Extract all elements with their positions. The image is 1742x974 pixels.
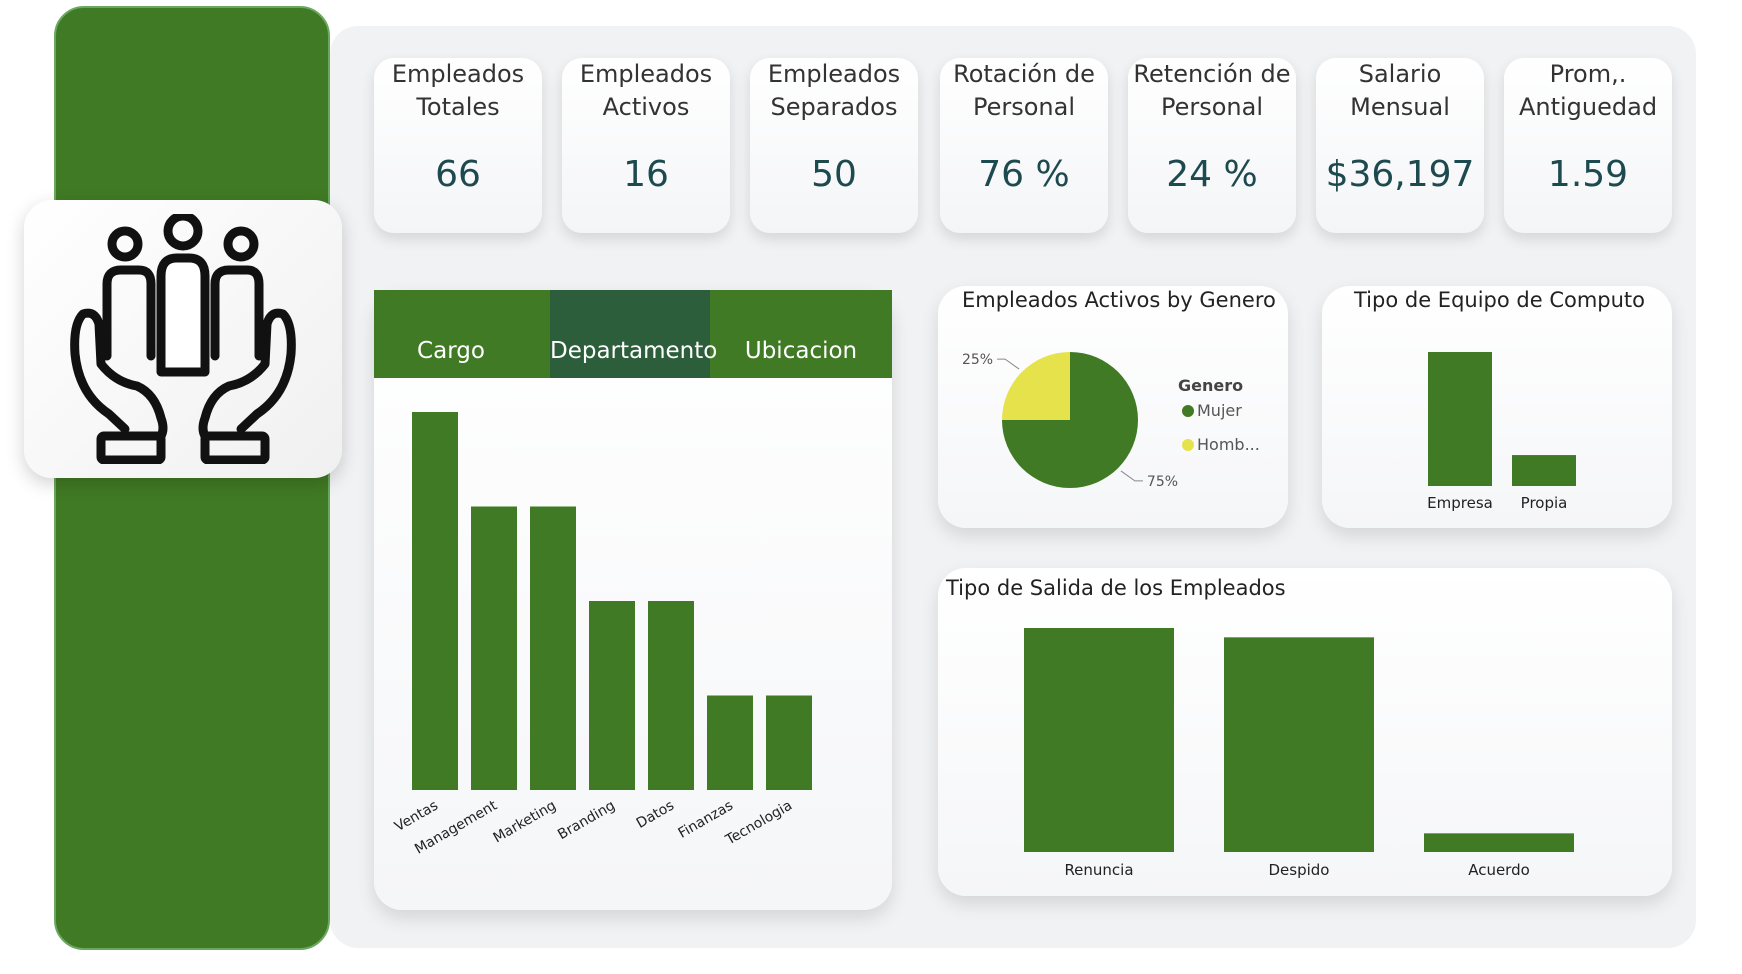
kpi-title-line: Empleados [579, 60, 713, 88]
kpi-title-line: Prom,. [1549, 60, 1627, 88]
kpi-title: Rotación de Personal [940, 58, 1108, 124]
equipment-chart-title: Tipo de Equipo de Computo [1354, 288, 1646, 312]
kpi-title: Prom,. Antiguedad [1504, 58, 1672, 124]
department-bar[interactable] [707, 695, 753, 791]
tab-departamento[interactable]: Departamento [550, 290, 717, 378]
pie-leader-line [1120, 470, 1143, 482]
department-bar[interactable] [471, 506, 517, 791]
legend-marker [1182, 405, 1194, 417]
kpi-title: Empleados Totales [374, 58, 542, 124]
exit-type-bar[interactable] [1224, 637, 1374, 852]
sidebar [54, 6, 330, 950]
pie-slice[interactable] [1002, 352, 1070, 420]
kpi-card: Rotación de Personal 76 % [940, 58, 1108, 233]
department-bar[interactable] [412, 412, 458, 790]
legend-marker [1182, 439, 1194, 451]
kpi-value: 76 % [978, 154, 1070, 195]
kpi-title-line: Empleados [767, 60, 901, 88]
equipment-bar[interactable] [1512, 455, 1576, 486]
kpi-title-line: Totales [416, 93, 500, 121]
department-bar[interactable] [589, 601, 635, 790]
pie-percent-label: 75% [1147, 474, 1178, 490]
gender-chart-title: Empleados Activos by Genero [962, 288, 1276, 312]
kpi-title-line: Personal [972, 93, 1076, 121]
department-tick-label: Marketing [491, 798, 559, 847]
department-bar[interactable] [530, 506, 576, 791]
kpi-title: Empleados Separados [750, 58, 918, 124]
kpi-card: Salario Mensual $36,197 [1316, 58, 1484, 233]
kpi-value: 1.59 [1547, 154, 1629, 195]
kpi-title: Retención de Personal [1128, 58, 1296, 124]
kpi-title-line: Salario [1358, 60, 1442, 88]
kpi-title-line: Antiguedad [1518, 93, 1658, 121]
exit-type-bar-chart: Renuncia Despido Acuerdo [1024, 628, 1574, 879]
legend-title: Genero [1178, 376, 1243, 395]
exit-type-tick-label: Renuncia [1064, 861, 1133, 879]
equipment-tick-label: Propia [1521, 494, 1568, 512]
kpi-card: Empleados Separados 50 [750, 58, 918, 233]
legend-entry[interactable]: Homb... [1197, 435, 1260, 454]
kpi-title-line: Personal [1160, 93, 1264, 121]
kpi-title-line: Rotación de [953, 60, 1095, 88]
kpi-title-line: Activos [602, 93, 690, 121]
kpi-title-line: Empleados [391, 60, 525, 88]
exit-type-tick-label: Acuerdo [1468, 861, 1530, 879]
kpi-value: 66 [435, 154, 481, 195]
gender-pie-chart: 75% 25% Genero Mujer Homb... [962, 352, 1260, 490]
kpi-title: Salario Mensual [1316, 58, 1484, 124]
logo-card [24, 200, 342, 478]
kpi-card: Prom,. Antiguedad 1.59 [1504, 58, 1672, 233]
pie-percent-label: 25% [962, 352, 993, 368]
equipment-tick-label: Empresa [1427, 494, 1493, 512]
equipment-bar-chart: Empresa Propia [1427, 352, 1576, 512]
tab-bar: Cargo Departamento Ubicacion [374, 290, 892, 378]
kpi-value: 50 [811, 154, 857, 195]
department-tick-label: Tecnologia [722, 798, 795, 849]
kpi-title-line: Separados [770, 93, 898, 121]
people-in-hands-icon [70, 214, 296, 464]
department-tick-label: Ventas [392, 798, 441, 836]
kpi-value: 16 [623, 154, 669, 195]
kpi-title: Empleados Activos [562, 58, 730, 124]
exit-type-bar[interactable] [1024, 628, 1174, 852]
pie-leader-line [997, 358, 1020, 370]
exit-type-chart-title: Tipo de Salida de los Empleados [946, 576, 1286, 600]
kpi-title-line: Retención de [1133, 60, 1291, 88]
exit-type-bar[interactable] [1424, 833, 1574, 852]
kpi-value: 24 % [1166, 154, 1258, 195]
legend-entry[interactable]: Mujer [1197, 401, 1242, 420]
kpi-value: $36,197 [1325, 154, 1475, 195]
kpi-title-line: Mensual [1350, 93, 1450, 121]
kpi-card: Empleados Activos 16 [562, 58, 730, 233]
department-tick-label: Branding [555, 798, 618, 844]
tab-cargo[interactable]: Cargo [417, 338, 485, 364]
department-bar[interactable] [648, 601, 694, 790]
exit-type-tick-label: Despido [1269, 861, 1330, 879]
department-bar[interactable] [766, 695, 812, 791]
equipment-bar[interactable] [1428, 352, 1492, 486]
tab-ubicacion[interactable]: Ubicacion [744, 338, 858, 364]
equipment-chart-panel: Tipo de Equipo de Computo [1322, 286, 1672, 528]
kpi-card: Empleados Totales 66 [374, 58, 542, 233]
department-chart-panel [374, 290, 892, 910]
department-tick-label: Datos [634, 798, 677, 832]
kpi-card: Retención de Personal 24 % [1128, 58, 1296, 233]
